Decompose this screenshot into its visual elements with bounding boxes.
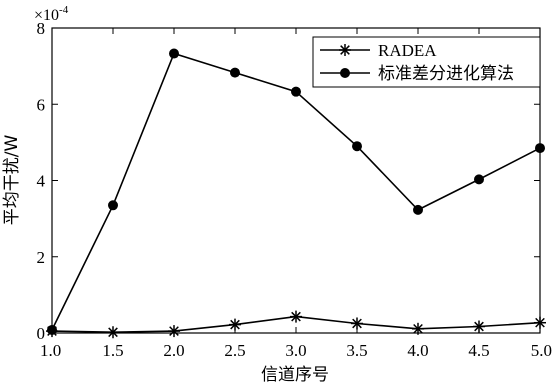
series-layer bbox=[46, 48, 546, 339]
y-tick-label: 0 bbox=[37, 324, 46, 343]
legend: RADEA 标准差分进化算法 bbox=[312, 36, 541, 88]
x-tick-label: 1.0 bbox=[40, 341, 61, 360]
x-tick-label: 4.5 bbox=[468, 341, 489, 360]
data-point-circle bbox=[352, 141, 362, 152]
data-point-asterisk bbox=[351, 317, 363, 330]
y-axis-multiplier: ×10-4 bbox=[34, 4, 69, 24]
legend-box bbox=[312, 36, 541, 88]
legend-marker-radea bbox=[339, 44, 351, 56]
data-point-circle bbox=[474, 174, 484, 185]
series-1 bbox=[47, 48, 545, 335]
legend-label-radea: RADEA bbox=[378, 41, 437, 60]
y-multiplier-base: ×10 bbox=[34, 7, 59, 24]
x-tick-label: 1.5 bbox=[102, 341, 123, 360]
data-point-asterisk bbox=[168, 325, 180, 338]
y-tick-label: 6 bbox=[37, 95, 46, 114]
legend-label-standard-de: 标准差分进化算法 bbox=[378, 64, 514, 84]
x-tick-label: 5.0 bbox=[531, 341, 552, 360]
x-tick-label: 2.0 bbox=[163, 341, 184, 360]
data-point-circle bbox=[230, 67, 240, 78]
data-point-asterisk bbox=[339, 44, 351, 56]
x-tick-label: 2.5 bbox=[224, 341, 245, 360]
data-point-asterisk bbox=[412, 322, 424, 335]
data-point-asterisk bbox=[473, 320, 485, 333]
y-multiplier-exponent: -4 bbox=[59, 4, 69, 16]
x-tick-label: 3.0 bbox=[285, 341, 306, 360]
data-point-asterisk bbox=[290, 310, 302, 323]
data-point-asterisk bbox=[229, 318, 241, 331]
y-tick-label: 8 bbox=[37, 19, 46, 38]
y-tick-label: 2 bbox=[37, 248, 46, 267]
plot-frame bbox=[51, 27, 541, 334]
data-point-circle bbox=[108, 200, 118, 211]
x-tick-label: 3.5 bbox=[346, 341, 367, 360]
x-axis-title: 信道序号 bbox=[261, 365, 329, 385]
legend-marker-standard-de bbox=[340, 68, 350, 78]
y-tick-label: 4 bbox=[37, 172, 46, 191]
data-point-asterisk bbox=[107, 326, 119, 339]
data-point-circle bbox=[291, 86, 301, 97]
x-tick-label: 4.0 bbox=[407, 341, 428, 360]
data-point-circle bbox=[413, 204, 423, 215]
data-point-circle bbox=[340, 68, 350, 78]
y-axis-title: 平均干扰/W bbox=[2, 135, 22, 226]
data-point-circle bbox=[169, 48, 179, 59]
